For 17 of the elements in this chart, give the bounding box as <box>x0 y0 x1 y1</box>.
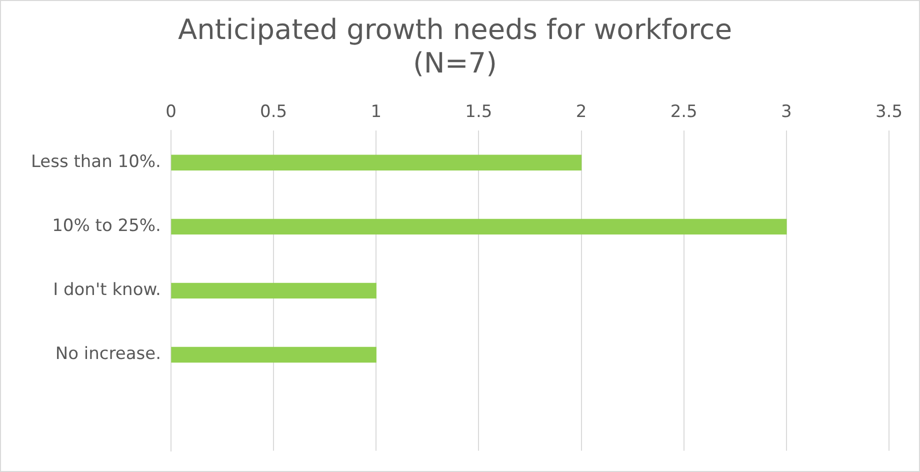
chart-title: Anticipated growth needs for workforce (N=7) <box>178 13 732 80</box>
x-tick-label: 0.5 <box>260 102 288 122</box>
bar <box>171 154 582 170</box>
x-tick-label: 1 <box>370 102 382 122</box>
bar <box>171 346 376 363</box>
y-tick-label: No increase. <box>55 344 161 364</box>
bar <box>171 218 787 234</box>
x-tick-label: 3 <box>781 102 792 122</box>
x-tick-label: 2.5 <box>670 102 698 122</box>
x-tick-label: 3.5 <box>875 102 903 122</box>
x-tick-label: 1.5 <box>465 102 492 122</box>
y-tick-label: 10% to 25%. <box>52 216 161 236</box>
y-tick-label: Less than 10%. <box>30 152 161 172</box>
bar <box>171 282 376 299</box>
y-tick-label: I don't know. <box>53 280 161 300</box>
x-tick-label: 0 <box>166 102 176 122</box>
x-tick-label: 2 <box>576 102 587 122</box>
